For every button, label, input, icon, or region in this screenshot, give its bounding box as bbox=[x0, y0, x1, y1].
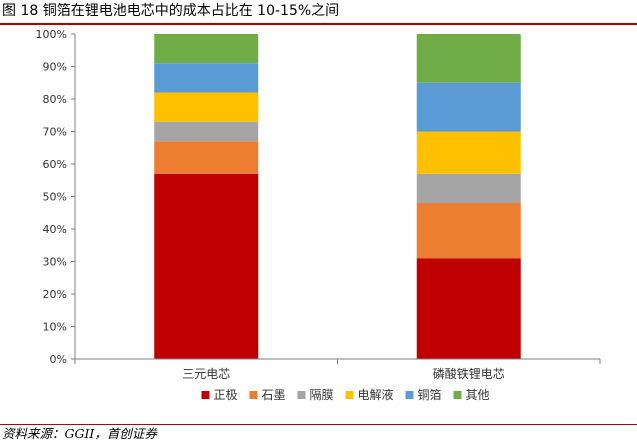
legend-label: 电解液 bbox=[358, 387, 394, 402]
footer-divider bbox=[0, 424, 637, 425]
y-tick-label: 60% bbox=[43, 158, 67, 171]
legend-label: 其他 bbox=[466, 388, 490, 402]
legend-label: 正极 bbox=[214, 388, 238, 402]
legend-swatch bbox=[249, 391, 258, 399]
legend: 正极 石墨 隔膜 电解液 铜箔 其他 bbox=[201, 387, 490, 402]
stacked-bar-chart: 0% 10% 20% 30% 40% 50% 60% 70% 80% 90% 100% 三元电芯 磷酸… bbox=[0, 25, 637, 420]
legend-swatch bbox=[297, 391, 306, 399]
legend-swatch bbox=[201, 391, 210, 399]
bar-segment bbox=[416, 82, 521, 132]
bar-segment bbox=[154, 141, 259, 174]
chart-title: 图 18 铜箔在锂电池电芯中的成本占比在 10-15%之间 bbox=[2, 3, 340, 19]
legend-label: 石墨 bbox=[262, 388, 286, 402]
bars bbox=[154, 34, 521, 359]
x-category-label: 三元电芯 bbox=[182, 367, 230, 381]
bar-segment bbox=[416, 203, 521, 259]
source-note: 资料来源：GGII，首创证券 bbox=[2, 426, 157, 441]
bar-segment bbox=[416, 34, 521, 83]
bar-segment bbox=[416, 173, 521, 203]
x-category-label: 磷酸铁锂电芯 bbox=[433, 366, 505, 381]
chart-canvas: 0% 10% 20% 30% 40% 50% 60% 70% 80% 90% 100% 三元电芯 磷酸… bbox=[36, 28, 601, 402]
y-tick-label: 50% bbox=[43, 191, 67, 204]
bar-segment bbox=[154, 63, 259, 93]
y-tick-label: 10% bbox=[43, 321, 67, 334]
y-tick-label: 0% bbox=[50, 353, 67, 366]
bar-segment bbox=[154, 173, 259, 359]
legend-swatch bbox=[453, 391, 462, 399]
legend-swatch bbox=[345, 391, 354, 399]
legend-swatch bbox=[405, 391, 414, 399]
y-tick-label: 70% bbox=[43, 126, 67, 139]
y-tick-label: 100% bbox=[36, 28, 67, 41]
legend-label: 铜箔 bbox=[418, 387, 442, 402]
y-tick-label: 20% bbox=[43, 288, 67, 301]
y-tick-label: 40% bbox=[43, 223, 67, 236]
y-axis: 0% 10% 20% 30% 40% 50% 60% 70% 80% 90% 100% bbox=[36, 28, 76, 366]
y-tick-label: 30% bbox=[43, 256, 67, 269]
legend-label: 隔膜 bbox=[310, 388, 334, 402]
bar-segment bbox=[416, 131, 521, 174]
bar-segment bbox=[154, 121, 259, 142]
title-divider bbox=[0, 23, 637, 25]
x-axis: 三元电芯 磷酸铁锂电芯 bbox=[74, 358, 601, 381]
bar-segment bbox=[416, 258, 521, 359]
bar-segment bbox=[154, 92, 259, 122]
bar-segment bbox=[154, 34, 259, 64]
y-tick-label: 80% bbox=[43, 93, 67, 106]
y-tick-label: 90% bbox=[43, 61, 67, 74]
